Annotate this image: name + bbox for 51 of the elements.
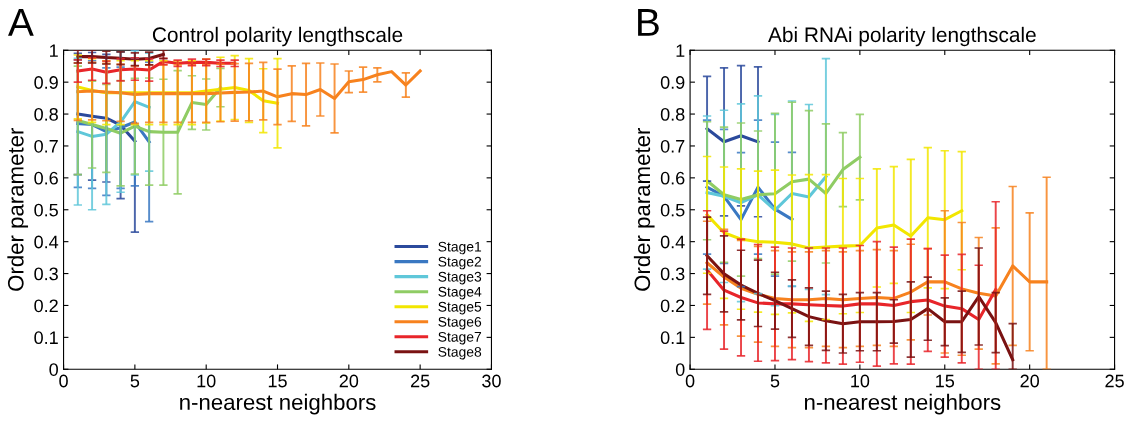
x-tick-label: 10 bbox=[851, 374, 870, 388]
y-tick-label: 0.6 bbox=[34, 171, 58, 185]
x-tick-label: 5 bbox=[130, 374, 140, 388]
y-tick-label: 0.5 bbox=[660, 203, 685, 217]
legend-label: Stage8 bbox=[438, 346, 482, 360]
x-tick-label: 25 bbox=[411, 374, 430, 388]
y-tick-label: 0.8 bbox=[34, 107, 58, 121]
y-tick-label: 0 bbox=[675, 363, 685, 376]
y-tick-label: 0.1 bbox=[660, 331, 685, 345]
y-tick-label: 0.2 bbox=[660, 299, 685, 313]
y-tick-label: 1 bbox=[676, 44, 685, 57]
y-tick-label: 0 bbox=[49, 363, 58, 376]
y-tick-label: 0.9 bbox=[660, 76, 685, 89]
x-tick-label: 0 bbox=[59, 374, 68, 388]
x-tick-label: 15 bbox=[268, 374, 287, 388]
y-tick-label: 0.6 bbox=[660, 171, 685, 185]
x-tick-label: 10 bbox=[197, 374, 216, 388]
y-tick-label: 0.7 bbox=[660, 139, 685, 153]
y-tick-label: 0.3 bbox=[660, 267, 685, 281]
y-tick-label: 0.9 bbox=[34, 76, 58, 89]
x-tick-label: 0 bbox=[685, 374, 695, 388]
legend-label: Stage6 bbox=[438, 316, 482, 330]
legend-label: Stage3 bbox=[438, 271, 482, 285]
y-tick-label: 0.4 bbox=[660, 235, 685, 249]
x-tick-label: 25 bbox=[1105, 374, 1124, 388]
y-tick-label: 0.8 bbox=[660, 107, 685, 121]
x-axis-title: n-nearest neighbors bbox=[804, 393, 1001, 415]
text: A bbox=[8, 9, 34, 36]
y-axis-title: Order parameter bbox=[633, 127, 655, 291]
legend-label: Stage2 bbox=[438, 256, 482, 270]
chart-title: Control polarity lengthscale bbox=[152, 26, 403, 47]
text: B bbox=[638, 9, 659, 36]
y-tick-label: 0.3 bbox=[34, 267, 58, 281]
legend-label: Stage4 bbox=[438, 286, 482, 300]
y-tick-label: 0.5 bbox=[34, 203, 58, 217]
y-tick-label: 0.4 bbox=[34, 235, 59, 249]
x-tick-label: 20 bbox=[1020, 374, 1040, 388]
legend-label: Stage7 bbox=[438, 331, 482, 345]
y-tick-label: 0.1 bbox=[34, 331, 58, 345]
y-tick-label: 0.2 bbox=[34, 299, 58, 313]
y-tick-label: 1 bbox=[50, 44, 58, 57]
y-axis-title: Order parameter bbox=[7, 127, 29, 291]
legend-label: Stage5 bbox=[438, 301, 482, 315]
x-tick-label: 20 bbox=[339, 374, 359, 388]
chart-title: Abi RNAi polarity lengthscale bbox=[768, 26, 1036, 47]
legend-label: Stage1 bbox=[438, 241, 482, 255]
x-tick-label: 30 bbox=[482, 374, 501, 388]
x-tick-label: 5 bbox=[770, 374, 780, 388]
x-tick-label: 15 bbox=[936, 374, 955, 388]
y-tick-label: 0.7 bbox=[34, 139, 58, 153]
x-axis-title: n-nearest neighbors bbox=[180, 393, 376, 415]
